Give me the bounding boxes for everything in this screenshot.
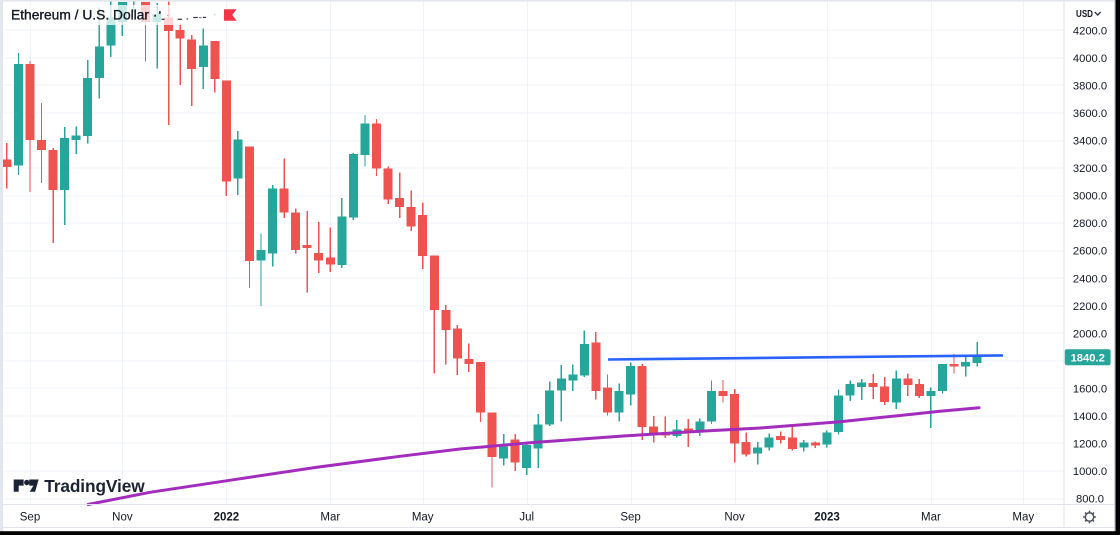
svg-text:Nov: Nov	[724, 512, 745, 524]
svg-text:2000.0: 2000.0	[1073, 328, 1107, 340]
svg-text:1000.0: 1000.0	[1073, 466, 1107, 478]
svg-text:2200.0: 2200.0	[1073, 301, 1107, 313]
svg-text:May: May	[412, 512, 434, 524]
svg-text:2023: 2023	[814, 512, 840, 524]
svg-text:2022: 2022	[214, 512, 240, 524]
svg-text:1400.0: 1400.0	[1073, 411, 1107, 423]
svg-text:1200.0: 1200.0	[1073, 439, 1107, 451]
svg-text:3000.0: 3000.0	[1073, 191, 1107, 203]
svg-text:3800.0: 3800.0	[1073, 81, 1107, 93]
svg-text:Nov: Nov	[112, 512, 133, 524]
svg-text:USD: USD	[1076, 8, 1093, 20]
svg-text:3400.0: 3400.0	[1073, 136, 1107, 148]
svg-text:Sep: Sep	[620, 512, 640, 524]
svg-text:800.0: 800.0	[1076, 494, 1104, 506]
svg-text:3600.0: 3600.0	[1073, 108, 1107, 120]
svg-text:1840.2: 1840.2	[1071, 352, 1105, 364]
svg-text:3200.0: 3200.0	[1073, 163, 1107, 175]
svg-text:May: May	[1012, 512, 1034, 524]
svg-text:4000.0: 4000.0	[1073, 53, 1107, 65]
svg-text:4200.0: 4200.0	[1073, 25, 1107, 37]
svg-text:Jul: Jul	[519, 512, 534, 524]
svg-text:TradingView: TradingView	[44, 476, 145, 496]
svg-text:2800.0: 2800.0	[1073, 218, 1107, 230]
svg-text:Ethereum / U.S. Dollar ·: Ethereum / U.S. Dollar ·	[11, 7, 157, 22]
svg-text:Mar: Mar	[320, 512, 340, 524]
svg-text:2400.0: 2400.0	[1073, 273, 1107, 285]
svg-text:Sep: Sep	[20, 512, 40, 524]
svg-text:2600.0: 2600.0	[1073, 246, 1107, 258]
svg-text:1600.0: 1600.0	[1073, 383, 1107, 395]
svg-text:Mar: Mar	[921, 512, 941, 524]
